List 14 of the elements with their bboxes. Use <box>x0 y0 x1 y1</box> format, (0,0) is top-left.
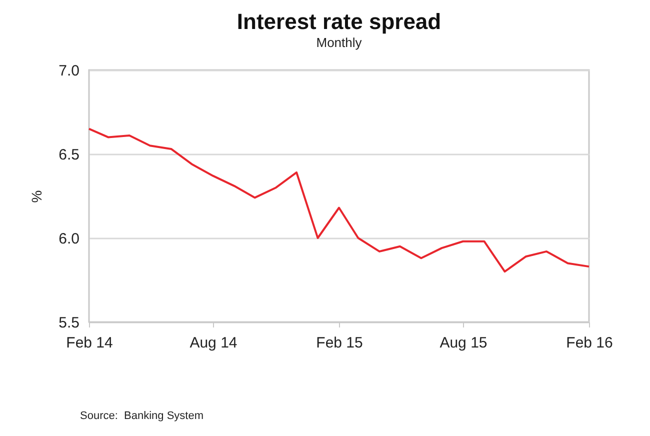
y-tick-label: 5.5 <box>58 314 80 332</box>
source-note: Source: Banking System <box>80 410 204 422</box>
y-tick-label: 7.0 <box>58 62 80 80</box>
x-tick-label: Feb 14 <box>66 334 113 352</box>
y-axis-title: % <box>28 190 45 203</box>
x-tick-label: Feb 16 <box>566 334 613 352</box>
chart-subtitle: Monthly <box>316 35 362 50</box>
x-tick-label: Aug 15 <box>440 334 488 352</box>
x-tick-label: Aug 14 <box>190 334 238 352</box>
line-series <box>88 128 590 273</box>
x-tick-label: Feb 15 <box>316 334 363 352</box>
y-tick-label: 6.0 <box>58 230 80 248</box>
chart-title: Interest rate spread <box>236 9 442 34</box>
y-tick-label: 6.5 <box>58 146 80 164</box>
